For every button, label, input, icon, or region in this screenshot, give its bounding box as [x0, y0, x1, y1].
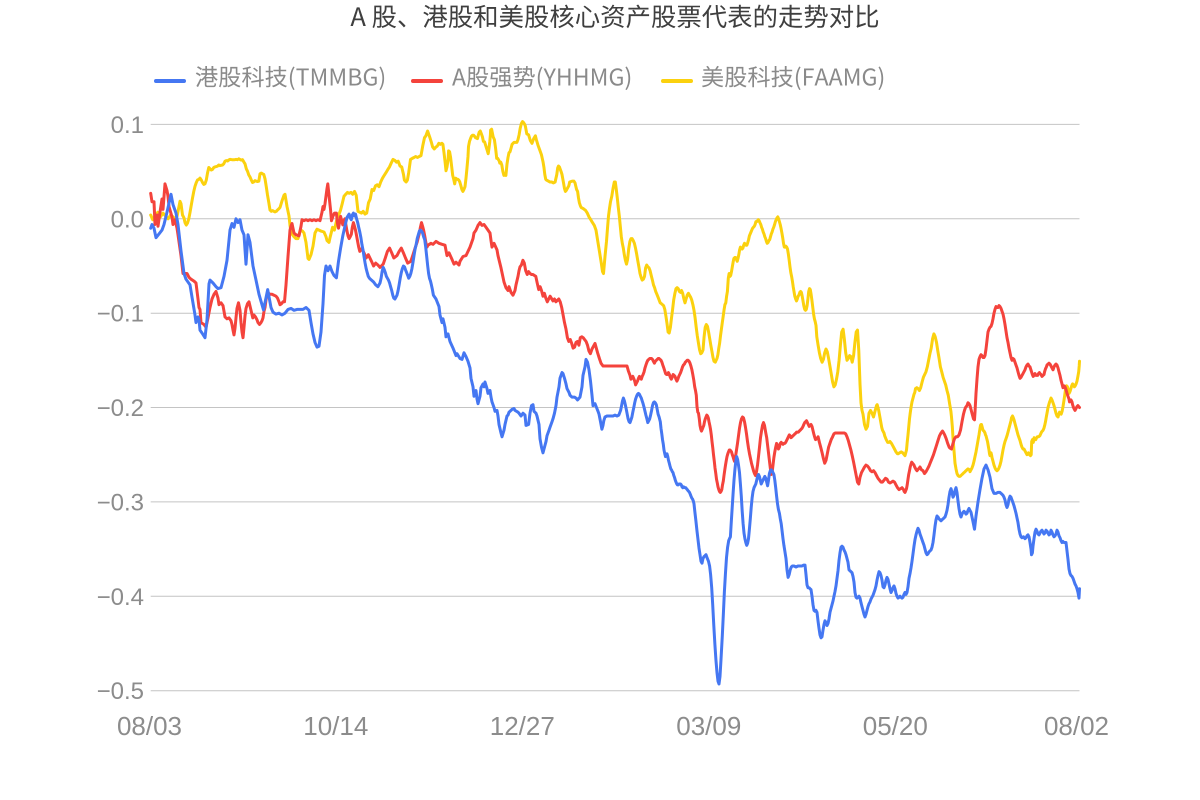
svg-text:03/09: 03/09: [676, 711, 741, 741]
svg-text:12/27: 12/27: [490, 711, 555, 741]
svg-text:0.1: 0.1: [111, 112, 144, 139]
svg-text:08/02: 08/02: [1044, 711, 1109, 741]
svg-text:−0.3: −0.3: [97, 489, 144, 516]
svg-text:10/14: 10/14: [303, 711, 368, 741]
svg-text:0.0: 0.0: [111, 206, 144, 233]
svg-text:08/03: 08/03: [117, 711, 182, 741]
svg-text:05/20: 05/20: [863, 711, 928, 741]
svg-text:−0.2: −0.2: [97, 395, 144, 422]
svg-text:−0.1: −0.1: [97, 301, 144, 328]
svg-text:−0.4: −0.4: [97, 584, 144, 611]
svg-text:−0.5: −0.5: [97, 678, 144, 705]
